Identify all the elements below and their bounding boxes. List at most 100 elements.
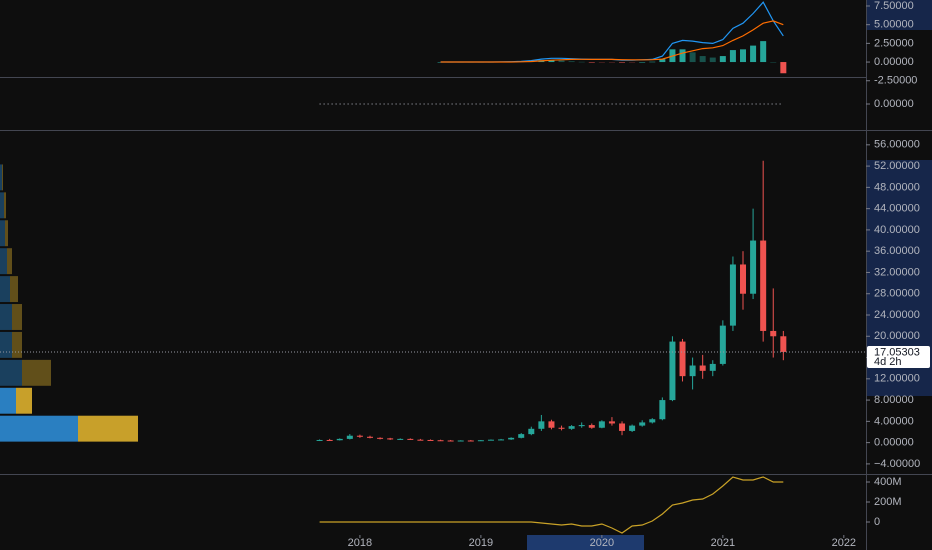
candle-body [417,439,424,441]
candle-body [326,439,333,441]
candle-body [740,264,747,294]
y-tick-label: 2.50000 [874,37,914,49]
candle-body [477,440,484,442]
histogram-bar [619,62,626,63]
line [319,476,784,534]
candle-body [578,425,585,427]
y-tick-label: 200M [874,496,902,508]
candle-body [498,439,505,441]
y-tick-label: 0.00000 [874,56,914,68]
volume-profile-bar [2,164,3,191]
volume-profile-bar [12,304,22,330]
candle-body [558,427,565,429]
candle-body [750,240,757,294]
histogram-bar [679,49,686,63]
volume-profile-bar [0,276,10,303]
y-tick-label: 20.00000 [874,330,920,342]
y-tick-label: 48.00000 [874,181,920,193]
candle-body [619,423,626,431]
x-tick-label: 2020 [590,537,614,549]
candle-body [679,341,686,377]
candle-body [669,341,676,401]
volume-profile-bar [0,387,16,414]
histogram-bar [780,62,787,74]
candle-body [397,438,404,440]
y-tick-label: 32.00000 [874,266,920,278]
candle-body [508,437,515,440]
y-tick-label: 400M [874,476,902,488]
y-tick-label: 28.00000 [874,288,920,300]
candle-body [639,422,646,426]
candle-body [719,325,726,364]
volume-profile-bar [0,304,12,330]
candle-body [568,426,575,429]
histogram-bar [558,60,565,63]
x-tick-label: 2022 [832,537,856,549]
candle-body [528,428,535,435]
histogram-bar [629,62,636,63]
histogram-bar [659,59,666,63]
candle-body [770,330,777,337]
y-tick-label: 36.00000 [874,245,920,257]
histogram-bar [568,61,575,63]
histogram-bar [437,62,444,63]
y-tick-label: 5.00000 [874,19,914,31]
y-tick-label: 12.00000 [874,373,920,385]
y-tick-label: 24.00000 [874,309,920,321]
candle-body [336,438,343,441]
volume-profile-bar [78,415,138,442]
candle-body [427,439,434,441]
volume-profile-bar [10,276,18,303]
volume-profile-bar [12,331,22,358]
macd-line [440,20,784,63]
y-tick-label: 56.00000 [874,139,920,151]
volume-profile-bar [0,415,78,442]
volume-profile-bar [0,248,7,275]
candle-body [487,439,494,441]
histogram-bar [548,60,555,63]
candle-body [366,436,373,438]
x-tick-label: 2021 [711,537,735,549]
candle-body [447,440,454,442]
y-tick-label: −4.00000 [874,458,920,470]
candle-body [387,438,394,440]
candle-body [629,425,636,431]
y-tick-label: 0 [874,516,880,528]
volume-profile-bar [4,192,6,219]
y-tick-label: -2.50000 [874,75,917,87]
candle-body [518,434,525,438]
candle-body [457,440,464,442]
candle-body [659,400,666,420]
histogram-bar [588,62,595,63]
candle-body [538,421,545,429]
histogram-bar [729,50,736,63]
candle-body [649,419,656,423]
candle-body [346,435,353,439]
histogram-bar [760,41,767,63]
candle-body [356,435,363,437]
last-price-box [867,345,930,368]
volume-profile-bar [22,359,51,386]
histogram-bar [719,56,726,63]
histogram-bar [740,49,747,63]
histogram-bar [750,45,757,63]
pane [0,160,787,442]
x-axis-highlight [527,535,644,550]
volume-profile-bar [7,248,12,275]
y-tick-label: 44.00000 [874,203,920,215]
histogram-bar [689,52,696,63]
candle-body [709,363,716,371]
y-tick-label: 0.00000 [874,98,914,110]
candle-body [467,440,474,442]
volume-profile-bar [5,220,8,247]
volume-profile-bar [16,387,32,414]
histogram-bar [578,61,585,63]
candle-body [598,421,605,428]
axis-highlight [866,0,932,30]
histogram-bar [649,61,656,63]
candle-body [689,365,696,377]
volume-profile-bar [0,359,22,386]
countdown-label: 4d 2h [874,356,902,368]
candle-body [608,421,615,424]
x-tick-label: 2018 [348,537,372,549]
